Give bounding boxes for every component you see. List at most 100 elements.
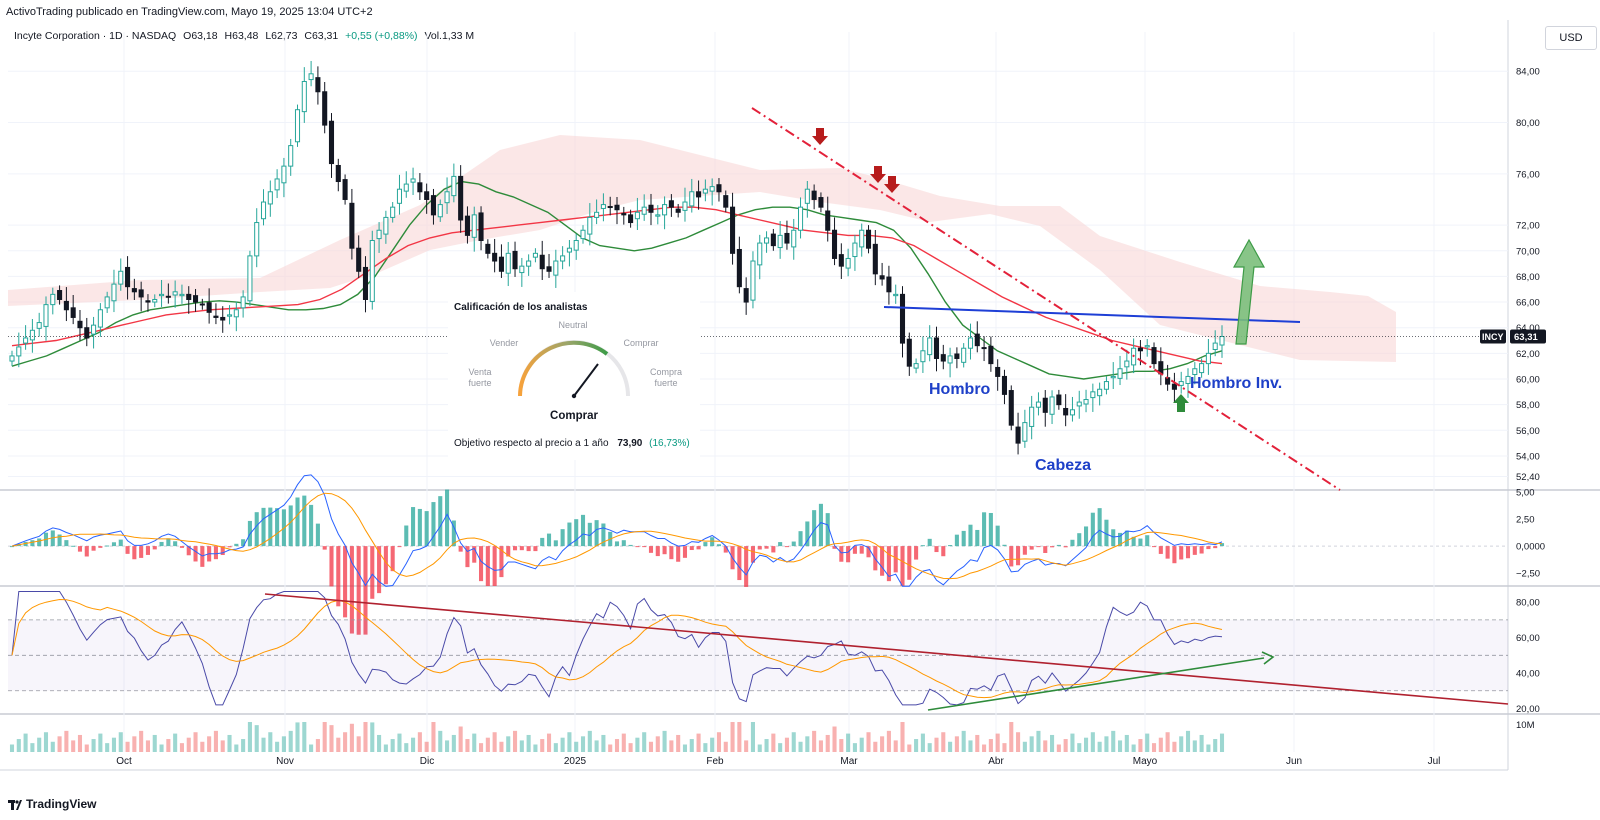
volume-bar xyxy=(268,732,273,752)
candle-body xyxy=(267,191,273,205)
symbol-title[interactable]: Incyte Corporation · 1D · NASDAQ xyxy=(14,30,177,42)
macd-histogram-bar xyxy=(737,546,742,581)
volume-bar xyxy=(526,734,531,752)
currency-button[interactable]: USD xyxy=(1545,26,1597,50)
candle-body xyxy=(383,216,389,235)
macd-histogram-bar xyxy=(703,542,708,547)
target-arrow-icon xyxy=(1232,238,1266,345)
macd-histogram-bar xyxy=(397,546,402,548)
candle-body xyxy=(899,293,906,344)
candle-body xyxy=(410,178,416,183)
volume-bar xyxy=(336,737,341,752)
candle-body xyxy=(954,353,960,359)
volume-bar xyxy=(805,736,810,752)
macd-histogram-bar xyxy=(77,546,83,552)
candle-body xyxy=(458,175,464,221)
macd-histogram-bar xyxy=(57,534,62,547)
candle-body xyxy=(1083,399,1089,405)
macd-histogram-bar xyxy=(512,546,518,551)
volume-bar xyxy=(512,730,518,752)
volume-bar xyxy=(716,732,722,752)
macd-histogram-bar xyxy=(465,546,470,568)
candle-body xyxy=(641,206,647,215)
volume-bar xyxy=(676,734,681,752)
candle-body xyxy=(1015,426,1021,444)
candle-body xyxy=(546,266,552,272)
candle-body xyxy=(736,248,742,288)
candle-body xyxy=(43,304,49,327)
candle-body xyxy=(634,211,640,220)
volume-bar xyxy=(213,730,218,752)
candle-body xyxy=(825,210,831,231)
candle-body xyxy=(335,164,341,183)
candle-body xyxy=(57,290,63,300)
candle-body xyxy=(199,303,205,306)
time-axis-label: Abr xyxy=(988,756,1004,767)
macd-histogram-bar xyxy=(900,546,905,586)
time-axis-label: Feb xyxy=(706,756,724,767)
volume-bar xyxy=(492,732,497,752)
volume-bar xyxy=(1090,732,1095,752)
volume-bar xyxy=(920,733,925,752)
time-axis-label: Mayo xyxy=(1133,756,1158,767)
candle-body xyxy=(77,320,83,329)
macd-histogram-bar xyxy=(1158,546,1163,554)
macd-histogram-bar xyxy=(213,546,218,560)
candle-body xyxy=(1192,368,1198,376)
candle-body xyxy=(818,197,824,208)
volume-bar xyxy=(744,740,749,752)
macd-histogram-bar xyxy=(553,540,558,547)
candle-body xyxy=(159,293,165,297)
symbol-legend: Incyte Corporation · 1D · NASDAQ O63,18 … xyxy=(14,30,478,42)
macd-histogram-bar xyxy=(322,546,327,550)
volume-bar xyxy=(648,741,654,752)
macd-histogram-bar xyxy=(1009,546,1014,567)
volume-bar xyxy=(533,744,538,752)
macd-histogram-bar xyxy=(655,546,660,557)
volume-bar xyxy=(995,733,1000,752)
volume-bar xyxy=(485,737,490,752)
candle-body xyxy=(723,195,729,208)
volume-bar xyxy=(1036,730,1041,752)
macd-histogram-bar xyxy=(390,546,395,572)
candle-body xyxy=(390,206,396,218)
volume-bar xyxy=(914,739,919,752)
volume-bar xyxy=(601,734,606,752)
volume-bar xyxy=(390,739,395,752)
candle-body xyxy=(764,237,770,244)
volume-bar xyxy=(852,743,857,752)
volume-bar xyxy=(445,740,450,752)
candle-body xyxy=(614,204,620,211)
volume-bar xyxy=(594,740,599,752)
macd-histogram-bar xyxy=(1179,546,1184,560)
candle-body xyxy=(1069,409,1075,416)
strong-buy-line2: fuerte xyxy=(654,378,678,388)
candle-body xyxy=(1151,347,1157,365)
tradingview-logo[interactable]: TradingView xyxy=(8,797,96,811)
volume-bar xyxy=(220,740,225,752)
macd-histogram-bar xyxy=(682,546,688,558)
candle-body xyxy=(172,291,178,296)
macd-histogram-bar xyxy=(227,546,232,548)
volume-bar xyxy=(655,736,660,752)
volume-bar xyxy=(900,722,905,752)
candle-body xyxy=(9,355,15,362)
volume-bar xyxy=(1063,739,1068,752)
symbol-tag-bg xyxy=(1480,329,1506,344)
candle-body xyxy=(607,206,613,209)
volume-bar xyxy=(50,741,55,752)
candle-body xyxy=(1008,390,1014,426)
volume-bar xyxy=(1219,733,1225,752)
macd-histogram-bar xyxy=(179,546,184,548)
volume-bar xyxy=(30,743,35,752)
candle-body xyxy=(247,255,253,302)
volume-bar xyxy=(9,744,15,752)
macd-histogram-bar xyxy=(98,546,103,548)
volume-bar xyxy=(499,741,504,752)
price-axis-label: 56,00 xyxy=(1516,426,1540,437)
candle-body xyxy=(566,247,572,253)
gauge-pivot xyxy=(571,393,577,399)
volume-bar xyxy=(254,725,259,752)
candle-body xyxy=(594,211,600,218)
